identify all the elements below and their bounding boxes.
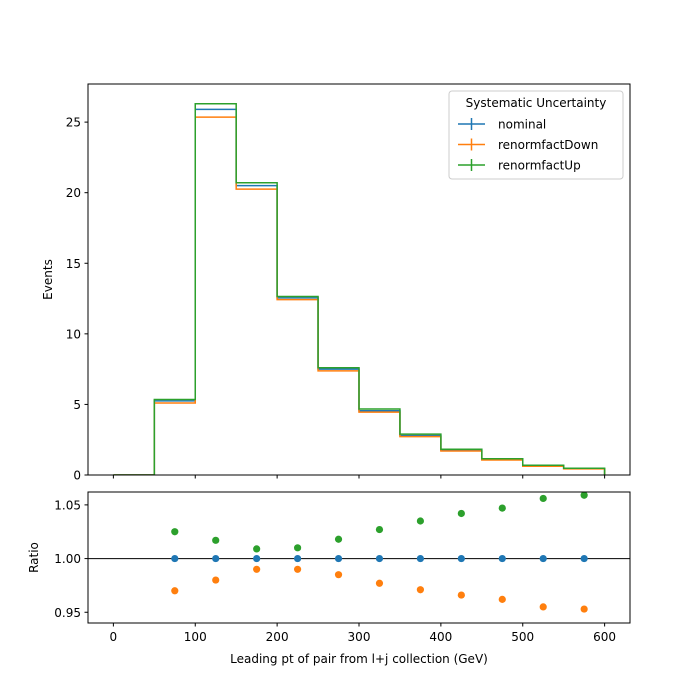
- main-y-tick-label: 15: [66, 257, 81, 271]
- ratio-y-tick-label: 0.95: [54, 606, 81, 620]
- ratio-series-group: [88, 492, 630, 613]
- ratio-point: [293, 554, 302, 563]
- main-y-tick-label: 25: [66, 116, 81, 130]
- ratio-y-tick-label: 1.00: [54, 552, 81, 566]
- ratio-point: [416, 554, 425, 563]
- legend-title: Systematic Uncertainty: [466, 96, 607, 110]
- ratio-point: [457, 509, 465, 518]
- ratio-point: [375, 525, 384, 534]
- legend-label: nominal: [498, 118, 546, 132]
- x-axis-label: Leading pt of pair from l+j collection (…: [230, 652, 488, 666]
- ratio-y-axis-label: Ratio: [27, 542, 41, 573]
- ratio-point: [334, 535, 343, 543]
- ratio-point: [580, 605, 588, 613]
- ratio-points-nominal: [171, 554, 588, 563]
- ratio-point: [539, 494, 547, 503]
- x-tick-label: 400: [429, 630, 452, 644]
- ratio-point: [498, 504, 506, 512]
- legend-label: renormfactDown: [498, 138, 598, 152]
- ratio-point: [253, 545, 261, 553]
- legend-entry-renormfactUp: renormfactUp: [458, 159, 581, 173]
- ratio-y-tick-label: 1.05: [54, 498, 81, 512]
- ratio-point: [498, 554, 506, 563]
- ratio-point: [253, 554, 261, 563]
- ratio-point: [171, 528, 179, 536]
- legend-entry-nominal: nominal: [458, 118, 546, 132]
- ratio-point: [293, 565, 302, 573]
- ratio-point: [416, 586, 425, 594]
- x-tick-label: 300: [348, 630, 371, 644]
- x-tick-label: 600: [593, 630, 616, 644]
- ratio-point: [334, 571, 343, 579]
- ratio-plot-frame: [87, 491, 631, 624]
- ratio-y-axis-ticks: 0.95 1.00 1.05: [54, 498, 88, 620]
- main-y-axis-label: Events: [41, 259, 55, 300]
- ratio-point: [212, 554, 220, 563]
- ratio-point: [457, 591, 465, 599]
- main-y-axis-ticks: 0 5 10 15 20 25: [66, 116, 88, 483]
- x-tick-label: 100: [184, 630, 207, 644]
- ratio-point: [293, 544, 302, 552]
- main-plot-frame: [87, 83, 631, 476]
- main-y-tick-label: 10: [66, 327, 81, 341]
- ratio-point: [539, 603, 547, 611]
- ratio-point: [375, 579, 384, 587]
- ratio-point: [580, 492, 588, 499]
- x-tick-label: 500: [511, 630, 534, 644]
- legend-label: renormfactUp: [498, 159, 581, 173]
- ratio-point: [212, 576, 220, 584]
- ratio-points-renormfactUp: [171, 492, 588, 553]
- ratio-point: [498, 595, 506, 603]
- ratio-panel: 0.95 1.00 1.05 0 100 200 300 400 500 600 Ratio L…: [27, 491, 631, 666]
- legend: Systematic Uncertainty nominal renormfact…: [448, 90, 624, 180]
- ratio-point: [457, 554, 465, 563]
- main-series-group: [113, 103, 606, 475]
- main-x-axis-ticks: [112, 475, 606, 479]
- ratio-point: [171, 587, 179, 595]
- ratio-point: [375, 554, 384, 563]
- x-tick-label: 200: [266, 630, 289, 644]
- ratio-point: [416, 517, 425, 525]
- ratio-point: [539, 554, 547, 563]
- ratio-x-axis-ticks: 0 100 200 300 400 500 600: [110, 623, 616, 644]
- ratio-point: [580, 554, 588, 563]
- ratio-point: [334, 554, 343, 563]
- legend-box: [448, 90, 624, 180]
- main-y-tick-label: 20: [66, 186, 81, 200]
- ratio-point: [253, 565, 261, 573]
- legend-entry-renormfactDown: renormfactDown: [458, 138, 598, 152]
- x-tick-label: 0: [110, 630, 118, 644]
- ratio-points-renormfactDown: [171, 565, 588, 613]
- legend-entries: nominal renormfactDown renormfactUp: [458, 118, 598, 173]
- ratio-point: [212, 536, 220, 544]
- ratio-point: [171, 554, 179, 563]
- step-line-renormfactUp: [113, 103, 606, 475]
- main-panel: 0 5 10 15 20 25 Events Systematic Uncertainty…: [41, 83, 631, 483]
- main-y-tick-label: 5: [73, 398, 81, 412]
- main-y-tick-label: 0: [73, 469, 81, 483]
